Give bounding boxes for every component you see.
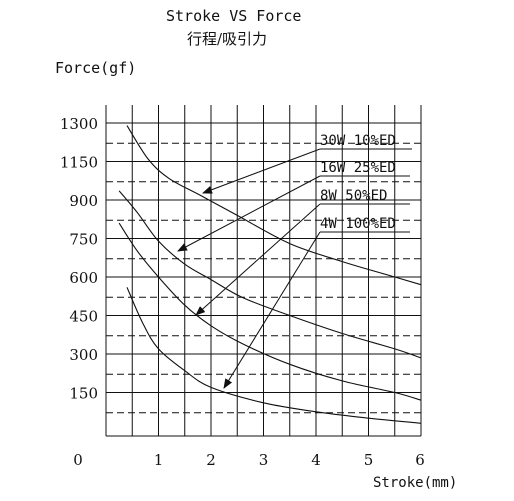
- y-tick-label: 900: [69, 192, 98, 210]
- y-tick-label: 1150: [60, 154, 98, 172]
- y-tick-labels: 1300 1150 900 750 600 450 300 150: [60, 115, 98, 403]
- series-line-2: [118, 222, 422, 401]
- series-label-1: 16W 25%ED: [320, 160, 396, 176]
- y-tick-label: 150: [69, 385, 98, 403]
- series-label-3: 4W 100%ED: [320, 216, 396, 232]
- chart-title: Stroke VS Force: [166, 7, 301, 25]
- series-label-0: 30W 10%ED: [320, 133, 396, 149]
- x-tick-label: 4: [311, 451, 321, 469]
- y-tick-label: 750: [69, 231, 98, 249]
- series-labels: 30W 10%ED 16W 25%ED 8W 50%ED 4W 100%ED: [177, 133, 412, 389]
- x-tick-label: 3: [259, 451, 269, 469]
- series-line-3: [126, 287, 422, 424]
- chart-subtitle: 行程/吸引力: [187, 30, 267, 48]
- series-label-leader-1: [177, 175, 321, 252]
- x-axis-label: Stroke(mm): [373, 475, 457, 491]
- y-tick-label: 450: [69, 308, 98, 326]
- series-label-leader-0: [202, 148, 321, 194]
- x-tick-label: 2: [206, 451, 216, 469]
- y-tick-label: 300: [69, 346, 98, 364]
- y-tick-label: 1300: [60, 115, 98, 133]
- plot-grid: [105, 105, 422, 437]
- series-line-0: [126, 125, 422, 286]
- x-tick-labels: 0 1 2 3 4 5 6: [73, 451, 425, 469]
- y-tick-label: 600: [69, 269, 98, 287]
- x-tick-label: 6: [415, 451, 425, 469]
- y-axis-label: Force(gf): [55, 59, 136, 77]
- series-label-leader-3: [223, 231, 321, 389]
- x-tick-label: 1: [154, 451, 164, 469]
- x-tick-label: 5: [364, 451, 374, 469]
- x-tick-label: 0: [73, 451, 83, 469]
- series-label-leader-2: [195, 203, 321, 316]
- series-label-2: 8W 50%ED: [320, 188, 387, 204]
